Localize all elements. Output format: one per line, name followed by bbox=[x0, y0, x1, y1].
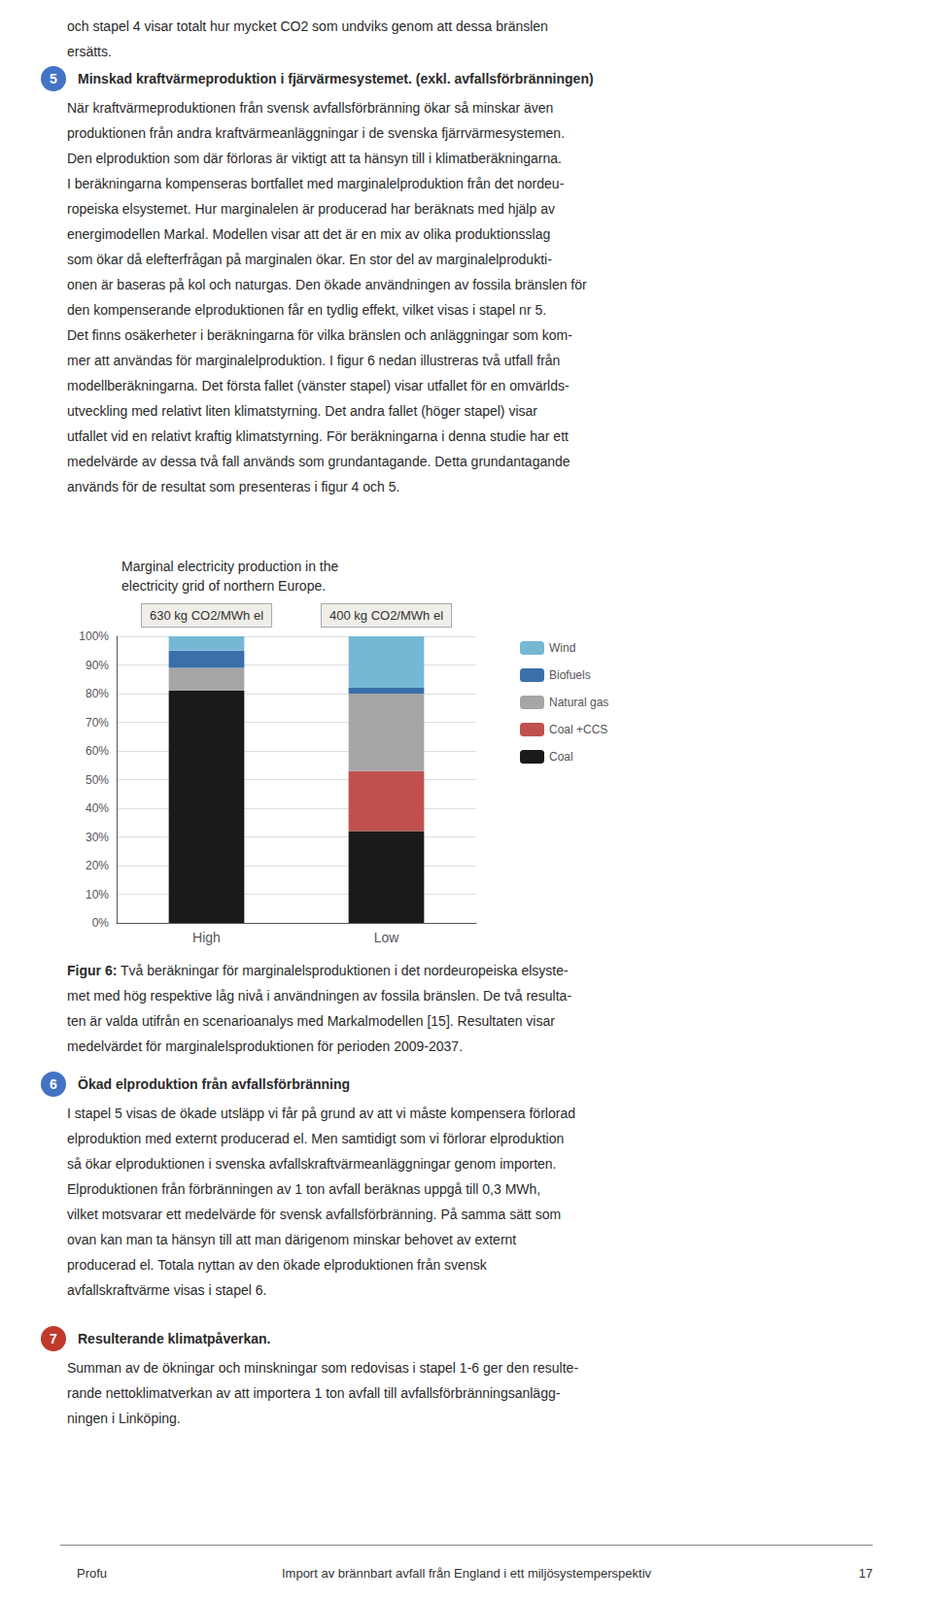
html-text:7: 7 bbox=[49, 1331, 58, 1348]
html-text:medelvärdet för marginalelspro: medelvärdet för marginalelsproduktionen … bbox=[67, 1038, 463, 1055]
svg-text:Natural gas: Natural gas bbox=[549, 695, 609, 710]
html-text:6: 6 bbox=[49, 1076, 58, 1093]
svg-text:80%: 80% bbox=[85, 687, 109, 701]
svg-text:Biofuels: Biofuels bbox=[549, 668, 591, 683]
html-text:Det finns osäkerheter i beräkn: Det finns osäkerheter i beräkningarna fö… bbox=[67, 327, 573, 344]
html-text:Profu: Profu bbox=[76, 1566, 108, 1582]
svg-text:Coal: Coal bbox=[549, 750, 574, 764]
html-text:energimodellen Markal. Modelle: energimodellen Markal. Modellen visar at… bbox=[67, 226, 551, 242]
html-text:I beräkningarna kompenseras bo: I beräkningarna kompenseras bortfallet m… bbox=[67, 175, 564, 192]
svg-text:30%: 30% bbox=[85, 830, 109, 845]
svg-text:400 kg CO2/MWh el: 400 kg CO2/MWh el bbox=[329, 608, 444, 623]
svg-text:Marginal electricity productio: Marginal electricity production in the bbox=[121, 558, 340, 575]
svg-text:Coal +CCS: Coal +CCS bbox=[549, 723, 608, 737]
html-text:modellberäkningarna. Det först: modellberäkningarna. Det första fallet (… bbox=[67, 378, 570, 394]
html-text:17: 17 bbox=[858, 1566, 873, 1582]
html-text:som ökar då elefterfrågan på m: som ökar då elefterfrågan på marginalen … bbox=[67, 251, 552, 268]
html-text:producerad el. Totala nyttan a: producerad el. Totala nyttan av den ökad… bbox=[67, 1257, 487, 1274]
svg-text:Low: Low bbox=[374, 930, 401, 946]
svg-text:10%: 10% bbox=[85, 888, 109, 902]
svg-text:electricity grid of northern E: electricity grid of northern Europe. bbox=[121, 578, 326, 594]
html-text:används för de resultat som pr: används för de resultat som presenteras … bbox=[67, 479, 400, 495]
html-text:Resulterande klimatpåverkan.: Resulterande klimatpåverkan. bbox=[77, 1331, 271, 1348]
html-text:utfallet vid en relativt kraft: utfallet vid en relativt kraftig klimats… bbox=[67, 428, 569, 445]
html-text:avfallskraftvärme visas i stap: avfallskraftvärme visas i stapel 6. bbox=[67, 1282, 267, 1299]
html-text:När kraftvärmeproduktionen frå: När kraftvärmeproduktionen från svensk a… bbox=[67, 100, 554, 116]
html-text:den kompenserande elproduktion: den kompenserande elproduktionen får en … bbox=[67, 302, 547, 318]
svg-text:60%: 60% bbox=[85, 744, 109, 759]
html-text:Import av brännbart avfall frå: Import av brännbart avfall från England … bbox=[281, 1566, 652, 1582]
svg-text:Wind: Wind bbox=[549, 641, 576, 656]
html-text:Summan av de ökningar och mins: Summan av de ökningar och minskningar so… bbox=[67, 1360, 579, 1377]
svg-text:90%: 90% bbox=[85, 658, 109, 673]
html-text:och stapel 4 visar totalt hur: och stapel 4 visar totalt hur mycket CO2… bbox=[67, 18, 549, 35]
html-text:produktionen från andra kraftv: produktionen från andra kraftvärmeanlägg… bbox=[67, 125, 565, 141]
html-text:elproduktion med externt produ: elproduktion med externt producerad el. … bbox=[67, 1131, 564, 1147]
html-text:Elproduktionen från förbrännin: Elproduktionen från förbränningen av 1 t… bbox=[67, 1181, 541, 1198]
html-text:ningen i Linköping.: ningen i Linköping. bbox=[67, 1411, 181, 1427]
html-text:mer att användas för marginale: mer att användas för marginalelproduktio… bbox=[67, 352, 561, 369]
html-text:Minskad kraftvärmeproduktion i: Minskad kraftvärmeproduktion i fjärvärme… bbox=[77, 70, 594, 87]
html-text:utveckling med relativt liten: utveckling med relativt liten klimatstyr… bbox=[67, 403, 538, 419]
html-text:rande nettoklimatverkan av att: rande nettoklimatverkan av att importera… bbox=[67, 1385, 561, 1402]
html-text:medelvärde av dessa två fall a: medelvärde av dessa två fall används som… bbox=[67, 453, 571, 470]
html-text:ersätts.: ersätts. bbox=[67, 43, 112, 60]
html-text:Den elproduktion som där förlo: Den elproduktion som där förloras är vik… bbox=[67, 150, 562, 167]
html-text:Ökad elproduktion från avfalls: Ökad elproduktion från avfallsförbrännin… bbox=[77, 1076, 350, 1093]
svg-text:High: High bbox=[192, 930, 221, 946]
svg-text:630 kg CO2/MWh el: 630 kg CO2/MWh el bbox=[149, 608, 264, 623]
svg-text:20%: 20% bbox=[85, 859, 109, 873]
html-text:Figur 6: Två beräkningar för m: Figur 6: Två beräkningar för marginalels… bbox=[67, 963, 569, 979]
html-text:ten är valda utifrån en scenar: ten är valda utifrån en scenarioanalys m… bbox=[67, 1013, 555, 1030]
svg-text:50%: 50% bbox=[85, 773, 109, 788]
html-text:ovan kan man ta hänsyn till at: ovan kan man ta hänsyn till att man däri… bbox=[67, 1232, 517, 1248]
html-text:I stapel 5 visas de ökade utsl: I stapel 5 visas de ökade utsläpp vi får… bbox=[67, 1105, 576, 1122]
svg-text:100%: 100% bbox=[78, 629, 109, 644]
svg-text:40%: 40% bbox=[85, 801, 109, 816]
html-text:vilket motsvarar ett medelvärd: vilket motsvarar ett medelvärde för sven… bbox=[67, 1207, 561, 1223]
html-text:5: 5 bbox=[49, 70, 58, 87]
html-text:onen är baseras på kol och nat: onen är baseras på kol och naturgas. Den… bbox=[67, 276, 587, 293]
html-text:så ökar elproduktionen i svens: så ökar elproduktionen i svenska avfalls… bbox=[67, 1156, 557, 1173]
html-text:met med hög respektive låg niv: met med hög respektive låg nivå i använd… bbox=[67, 988, 572, 1004]
html-text:ropeiska elsystemet. Hur margi: ropeiska elsystemet. Hur marginalelen är… bbox=[67, 201, 555, 217]
svg-text:0%: 0% bbox=[92, 916, 110, 931]
svg-text:70%: 70% bbox=[85, 716, 109, 730]
